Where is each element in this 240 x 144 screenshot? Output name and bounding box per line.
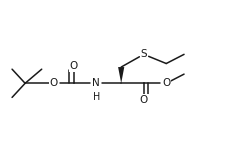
Text: S: S: [140, 49, 147, 59]
Text: N: N: [92, 78, 100, 88]
Text: O: O: [162, 78, 170, 88]
Text: O: O: [49, 78, 58, 88]
Polygon shape: [118, 67, 124, 83]
Text: O: O: [140, 95, 148, 105]
Text: H: H: [93, 92, 100, 102]
Text: O: O: [70, 61, 78, 71]
